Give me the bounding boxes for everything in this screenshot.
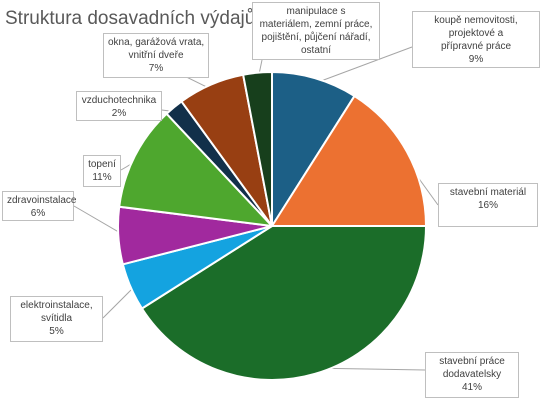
- slice-label: topení 11%: [83, 155, 121, 187]
- pie-slice: [118, 112, 273, 227]
- slice-label-text: vnitřní dveře: [128, 50, 184, 61]
- slice-label-text: ostatní: [300, 45, 332, 56]
- slice-label-text: manipulace s: [286, 6, 346, 17]
- pie-slice: [242, 71, 273, 227]
- slice-label: okna, garážová vrata, vnitřní dveře 7%: [103, 33, 209, 78]
- slice-value-label: 9%: [468, 54, 484, 65]
- slice-value-label: 41%: [461, 382, 482, 393]
- leader-line: [73, 205, 125, 236]
- slice-label-text: projektové a: [448, 28, 504, 39]
- slice-value-label: 16%: [477, 200, 498, 211]
- slice-label: zdravoinstalace 6%: [2, 191, 77, 221]
- slice-label-text: okna, garážová vrata,: [108, 37, 205, 48]
- slice-label-text: pojištění, půjčení nářadí,: [261, 32, 371, 43]
- chart-title: Struktura dosavadních výdajů: [5, 8, 256, 29]
- slice-label-text: přípravné práce: [440, 41, 512, 52]
- slice-value-label: 7%: [148, 63, 164, 74]
- slice-label: stavební materiál 16%: [438, 183, 538, 227]
- pie-slice: [271, 94, 427, 227]
- slice-label-text: vzduchotechnika: [81, 95, 157, 106]
- slice-label: elektroinstalace, svítidla 5%: [10, 296, 103, 342]
- slice-label-text: dodavatelsky: [442, 369, 502, 380]
- slice-label: stavební práce dodavatelsky 41%: [425, 352, 519, 398]
- slice-label-text: stavební práce: [439, 356, 505, 367]
- leader-line: [102, 284, 137, 319]
- slice-value-label: 6%: [30, 208, 46, 219]
- slice-label: manipulace s materiálem, zemní práce, poji…: [252, 2, 380, 60]
- slice-label-text: topení: [88, 159, 116, 170]
- pie-slices: [116, 71, 427, 381]
- slice-label-text: svítidla: [40, 313, 73, 324]
- slice-value-label: 5%: [49, 326, 64, 337]
- slice-label-text: stavební materiál: [449, 187, 527, 198]
- slice-label: vzduchotechnika 2%: [76, 91, 162, 121]
- slice-label-text: materiálem, zemní práce,: [259, 19, 373, 30]
- slice-label-text: koupě nemovitosti,: [434, 15, 518, 26]
- slice-value-label: 2%: [111, 108, 127, 119]
- pie-slice: [271, 71, 356, 227]
- slice-label-text: elektroinstalace,: [20, 300, 93, 311]
- slice-label: koupě nemovitosti, projektové a přípravné …: [412, 11, 540, 68]
- slice-label-text: zdravoinstalace: [7, 195, 77, 206]
- leader-line: [313, 46, 413, 85]
- slice-value-label: 11%: [92, 172, 112, 183]
